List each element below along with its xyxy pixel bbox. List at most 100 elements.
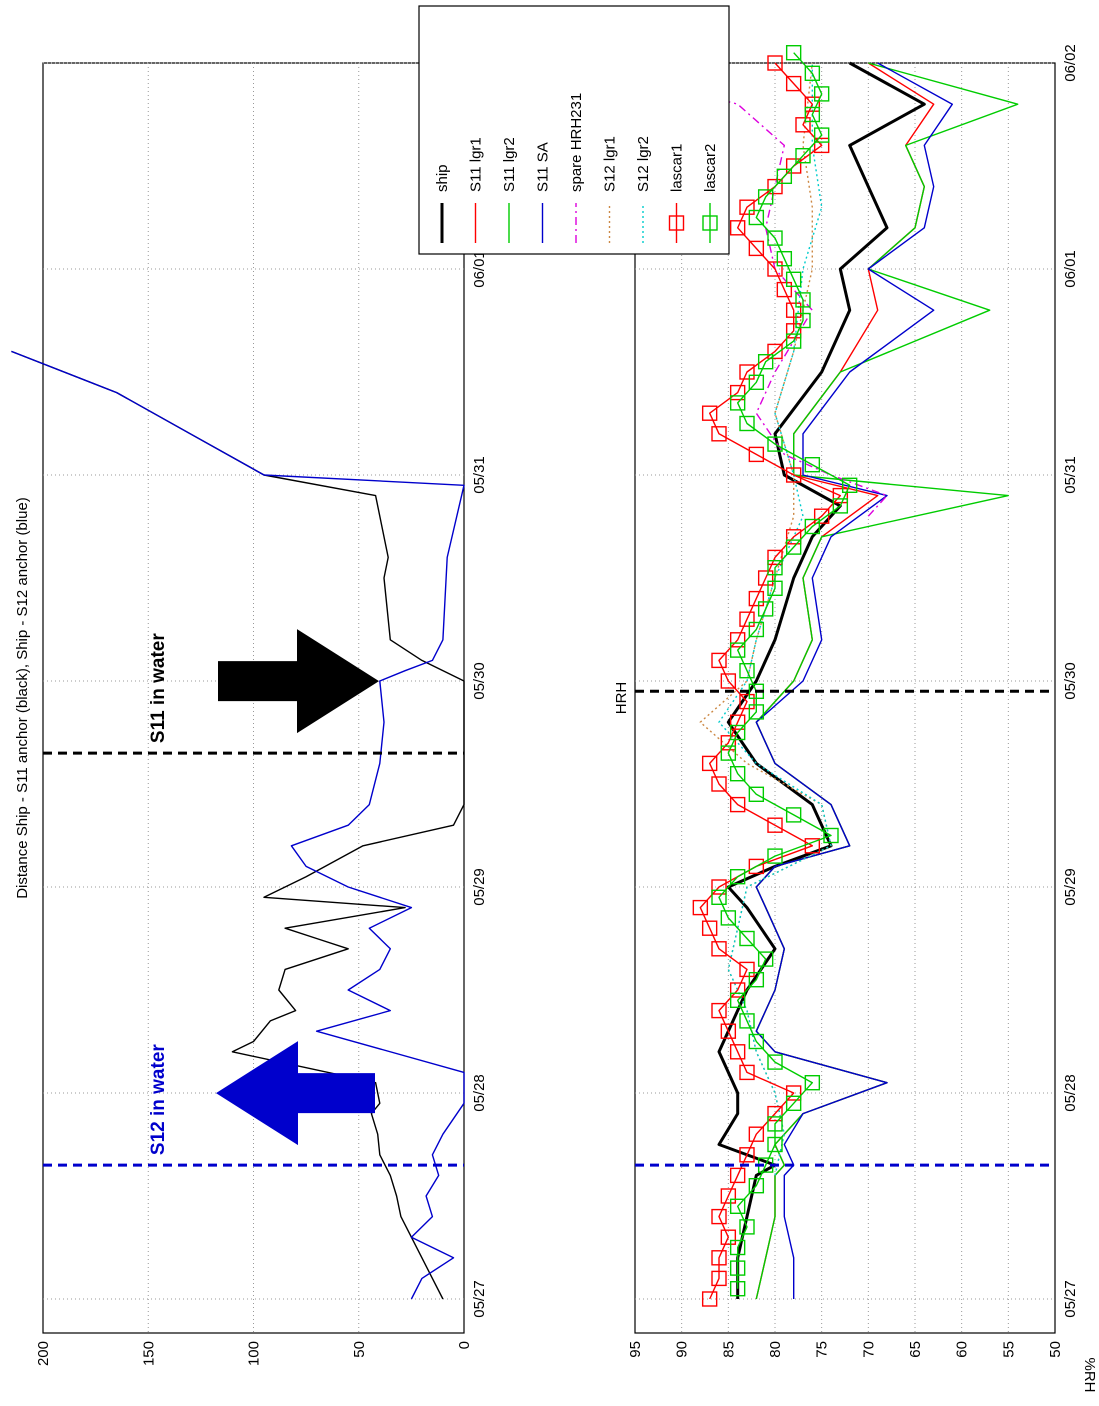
- marker-lascar1: [785, 302, 802, 318]
- y-tick-label: 80: [767, 1341, 784, 1358]
- marker-lascar2: [785, 539, 802, 555]
- y-tick-label: 55: [1000, 1341, 1017, 1358]
- x-tick-label: 05/27: [1062, 1280, 1079, 1318]
- legend-label-s12-lgr2: S12 lgr2: [635, 136, 652, 192]
- marker-lascar1: [711, 652, 727, 669]
- marker-lascar1: [711, 1208, 727, 1225]
- event-arrow-s12-in-water: [216, 1041, 375, 1146]
- marker-lascar2: [748, 786, 765, 802]
- x-tick-label: 06/01: [1062, 250, 1079, 288]
- humidity-chart-title: HRH: [613, 682, 630, 715]
- y-tick-label: 200: [35, 1341, 52, 1366]
- legend-label-lascar1: lascar1: [669, 144, 686, 192]
- series-line-spare-hrh231: [662, 82, 888, 517]
- marker-lascar2: [785, 271, 802, 287]
- marker-lascar1: [711, 1250, 727, 1266]
- marker-lascar2: [767, 1054, 783, 1070]
- marker-lascar1: [813, 137, 830, 154]
- marker-lascar1: [748, 590, 765, 607]
- y-tick-label: 150: [140, 1341, 157, 1366]
- legend-box: [418, 5, 730, 255]
- marker-lascar2: [729, 1239, 746, 1256]
- marker-lascar2: [767, 230, 783, 246]
- event-arrow-s11-in-water: [218, 629, 379, 734]
- x-tick-label: 05/31: [1062, 456, 1079, 494]
- marker-lascar1: [711, 1270, 727, 1287]
- marker-lascar2: [720, 910, 737, 926]
- marker-lascar2: [785, 45, 802, 61]
- x-tick-label: 05/29: [1062, 868, 1079, 906]
- legend-label-spare-hrh231: spare HRH231: [568, 93, 585, 192]
- y-tick-label: 60: [954, 1341, 971, 1358]
- marker-lascar2: [757, 189, 774, 205]
- event-label-s12-in-water: S12 in water: [148, 1044, 169, 1155]
- marker-lascar2: [748, 374, 765, 390]
- marker-lascar2: [795, 147, 811, 164]
- x-tick-label: 05/30: [1062, 662, 1079, 700]
- humidity-plot: 95 90 85 80 75 70 65 60 55 50 05/27 05/28 05/29 05/3…: [627, 44, 1079, 1357]
- marker-lascar1: [701, 405, 718, 421]
- marker-lascar2: [739, 1219, 755, 1235]
- x-tick-label: 06/02: [1062, 44, 1079, 82]
- marker-lascar1: [785, 323, 802, 339]
- marker-lascar1: [785, 529, 802, 545]
- humidity-series: [635, 45, 1055, 1307]
- series-line-s12-lgr2: [718, 63, 832, 1176]
- marker-lascar2: [729, 395, 746, 411]
- distance-series: [11, 350, 465, 1300]
- legend-label-s11-sa: S11 SA: [535, 142, 552, 192]
- marker-lascar1: [729, 982, 746, 998]
- series-line-lascar1: [699, 62, 841, 1300]
- marker-lascar1: [692, 899, 709, 916]
- marker-lascar1: [832, 487, 849, 504]
- marker-lascar1: [711, 879, 727, 895]
- marker-lascar2: [804, 518, 821, 535]
- marker-lascar1: [748, 1126, 765, 1142]
- marker-lascar1: [739, 364, 755, 380]
- marker-lascar2: [795, 312, 811, 329]
- marker-lascar1: [720, 735, 737, 751]
- marker-lascar2: [729, 766, 746, 782]
- marker-lascar1: [813, 508, 830, 524]
- marker-lascar1: [701, 755, 718, 772]
- marker-lascar2: [729, 992, 746, 1008]
- y-tick-label: 65: [907, 1341, 924, 1358]
- marker-lascar2: [804, 457, 821, 473]
- y-tick-label: 50: [1047, 1341, 1064, 1358]
- series-line-s11-sa: [755, 62, 953, 1299]
- x-tick-label: 05/27: [471, 1280, 488, 1318]
- marker-lascar2: [729, 642, 746, 658]
- marker-lascar1: [785, 158, 802, 174]
- distance-chart-title: Distance Ship - S11 anchor (black), Ship…: [14, 497, 31, 899]
- marker-lascar2: [757, 354, 774, 370]
- series-line-2: [11, 350, 465, 1300]
- marker-lascar2: [739, 663, 755, 679]
- y-tick-label: 70: [860, 1341, 877, 1358]
- marker-lascar1: [720, 1188, 737, 1204]
- series-line-lascar2: [718, 52, 851, 1289]
- marker-lascar1: [739, 611, 755, 627]
- marker-lascar2: [748, 1033, 765, 1050]
- marker-lascar2: [739, 415, 755, 432]
- marker-lascar2: [767, 560, 783, 576]
- humidity-legend: ship S11 lgr1 S11 lgr2 S11 SA spare HRH231 S1…: [418, 5, 730, 255]
- humidity-plot-frame: [634, 62, 1056, 1334]
- marker-lascar2: [776, 250, 793, 267]
- x-tick-label: 05/29: [471, 868, 488, 906]
- x-tick-label: 06/01: [471, 250, 488, 288]
- marker-lascar1: [795, 117, 811, 133]
- marker-lascar1: [729, 796, 746, 813]
- marker-lascar1: [804, 96, 821, 112]
- marker-lascar1: [785, 467, 802, 483]
- marker-lascar2: [767, 1116, 783, 1132]
- marker-lascar2: [804, 65, 821, 82]
- marker-lascar2: [785, 807, 802, 823]
- marker-lascar2: [739, 930, 755, 947]
- legend-label-s11-lgr1: S11 lgr1: [468, 137, 485, 192]
- marker-lascar2: [757, 601, 774, 617]
- y-tick-label: 90: [674, 1341, 691, 1358]
- marker-lascar2: [832, 498, 849, 514]
- marker-lascar2: [729, 1260, 746, 1276]
- marker-lascar2: [804, 106, 821, 123]
